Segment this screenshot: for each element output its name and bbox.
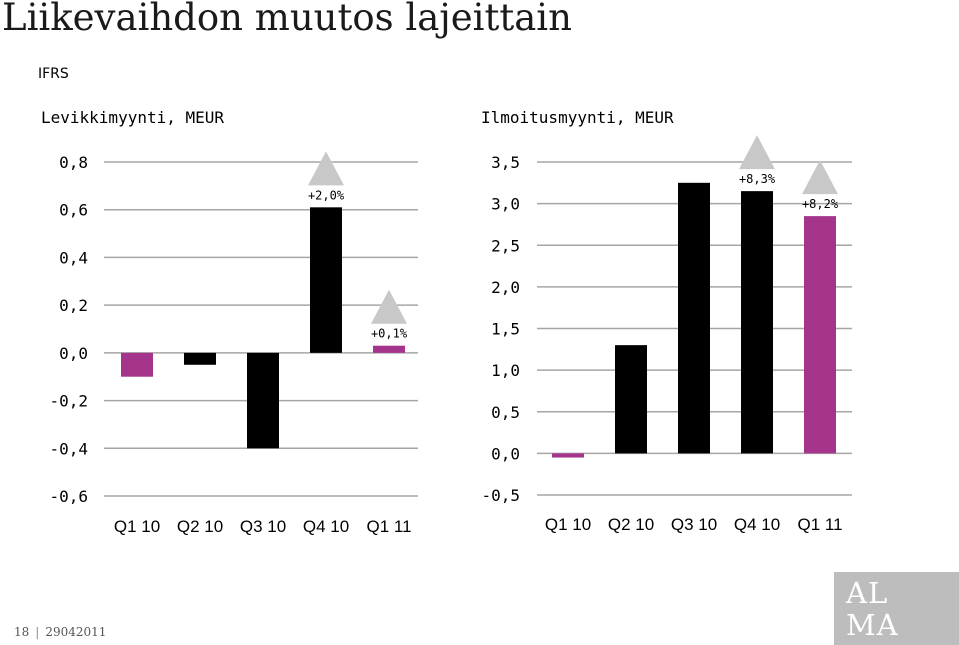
y-tick-label: 1,0: [491, 361, 520, 380]
x-tick-label: Q2 10: [608, 515, 654, 534]
footer-date: 29042011: [45, 625, 107, 639]
bar: [184, 352, 216, 365]
x-tick-label: Q1 11: [366, 517, 411, 536]
y-tick-label: -0,2: [49, 392, 88, 411]
x-tick-label: Q1 10: [114, 517, 160, 536]
bar: [373, 345, 405, 353]
footer: 18 | 29042011: [14, 625, 106, 639]
chart-title-levikkimyynti: Levikkimyynti, MEUR: [41, 108, 225, 127]
bar: [678, 182, 710, 454]
logo-line-2: MA: [846, 608, 899, 642]
increase-triangle-icon: [802, 160, 838, 195]
y-tick-label: 3,5: [491, 153, 520, 172]
y-tick-label: -0,5: [481, 486, 520, 505]
increase-triangle-icon: [308, 151, 344, 186]
y-tick-label: -0,4: [49, 439, 88, 458]
change-label: +8,3%: [739, 172, 776, 186]
y-tick-label: 2,5: [491, 236, 520, 255]
alma-logo: AL MA: [834, 572, 959, 645]
y-tick-label: 0,6: [59, 201, 88, 220]
x-tick-label: Q2 10: [177, 517, 223, 536]
page-title: Liikevaihdon muutos lajeittain: [2, 0, 572, 39]
x-tick-label: Q3 10: [671, 515, 717, 534]
y-tick-label: 1,5: [491, 320, 520, 339]
bar: [804, 216, 836, 454]
x-tick-label: Q1 11: [797, 515, 842, 534]
y-tick-label: 0,5: [491, 403, 520, 422]
logo-line-1: AL: [846, 576, 889, 610]
subtitle: IFRS: [38, 66, 69, 82]
x-tick-label: Q4 10: [734, 515, 780, 534]
change-label: +2,0%: [308, 188, 345, 202]
chart-title-ilmoitusmyynti: Ilmoitusmyynti, MEUR: [481, 108, 674, 127]
change-label: +8,2%: [802, 197, 839, 211]
y-tick-label: 0,0: [59, 344, 88, 363]
page-number: 18: [14, 625, 30, 639]
x-tick-label: Q3 10: [240, 517, 286, 536]
bar: [247, 352, 279, 449]
y-tick-label: 0,2: [59, 296, 88, 315]
x-tick-label: Q4 10: [303, 517, 349, 536]
change-label: +0,1%: [371, 327, 408, 341]
bar: [552, 453, 584, 458]
x-tick-label: Q1 10: [545, 515, 591, 534]
bar: [121, 352, 153, 377]
y-tick-label: 2,0: [491, 278, 520, 297]
bar: [615, 345, 647, 454]
increase-triangle-icon: [371, 289, 407, 324]
footer-separator: |: [35, 625, 40, 639]
y-tick-label: 0,0: [491, 444, 520, 463]
y-tick-label: -0,6: [49, 487, 88, 506]
increase-triangle-icon: [739, 135, 775, 170]
y-tick-label: 0,8: [59, 153, 88, 172]
bar: [310, 207, 342, 353]
bar: [741, 191, 773, 454]
y-tick-label: 3,0: [491, 195, 520, 214]
y-tick-label: 0,4: [59, 248, 88, 267]
